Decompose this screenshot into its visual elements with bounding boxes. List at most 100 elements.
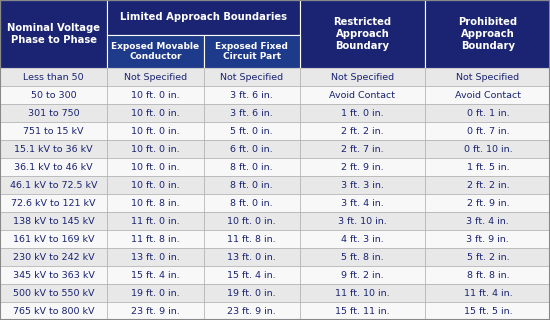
Bar [204,35,300,68]
Bar [425,230,550,248]
Text: 500 kV to 550 kV: 500 kV to 550 kV [13,289,95,298]
Text: 5 ft. 0 in.: 5 ft. 0 in. [230,126,273,135]
Text: 9 ft. 2 in.: 9 ft. 2 in. [341,270,384,279]
Bar [204,68,300,86]
Text: 23 ft. 9 in.: 23 ft. 9 in. [227,307,276,316]
Text: 19 ft. 0 in.: 19 ft. 0 in. [131,289,180,298]
Text: Not Specified: Not Specified [124,73,187,82]
Bar [0,158,107,176]
Bar [204,302,300,320]
Text: 5 ft. 2 in.: 5 ft. 2 in. [466,252,509,261]
Text: 23 ft. 9 in.: 23 ft. 9 in. [131,307,180,316]
Bar [300,176,425,194]
Text: Not Specified: Not Specified [220,73,283,82]
Bar [107,194,204,212]
Text: 3 ft. 10 in.: 3 ft. 10 in. [338,217,387,226]
Bar [300,104,425,122]
Bar [0,86,107,104]
Bar [0,104,107,122]
Bar [300,248,425,266]
Text: 10 ft. 0 in.: 10 ft. 0 in. [131,163,180,172]
Bar [0,0,107,68]
Bar [300,0,425,68]
Text: 2 ft. 9 in.: 2 ft. 9 in. [466,198,509,207]
Text: 4 ft. 3 in.: 4 ft. 3 in. [341,235,384,244]
Bar [300,302,425,320]
Text: Restricted
Approach
Boundary: Restricted Approach Boundary [333,17,392,51]
Bar [107,158,204,176]
Text: 11 ft. 0 in.: 11 ft. 0 in. [131,217,180,226]
Text: 36.1 kV to 46 kV: 36.1 kV to 46 kV [14,163,93,172]
Bar [107,0,300,35]
Text: 19 ft. 0 in.: 19 ft. 0 in. [227,289,276,298]
Bar [204,122,300,140]
Bar [425,176,550,194]
Bar [425,266,550,284]
Bar [107,140,204,158]
Bar [204,158,300,176]
Bar [107,302,204,320]
Bar [107,230,204,248]
Text: Less than 50: Less than 50 [23,73,84,82]
Bar [107,212,204,230]
Text: 8 ft. 0 in.: 8 ft. 0 in. [230,163,273,172]
Bar [425,86,550,104]
Bar [107,68,204,86]
Bar [107,176,204,194]
Text: 15 ft. 11 in.: 15 ft. 11 in. [335,307,390,316]
Text: 10 ft. 0 in.: 10 ft. 0 in. [131,180,180,189]
Text: 8 ft. 8 in.: 8 ft. 8 in. [466,270,509,279]
Bar [300,230,425,248]
Text: 3 ft. 3 in.: 3 ft. 3 in. [341,180,384,189]
Bar [0,302,107,320]
Bar [107,266,204,284]
Text: Avoid Contact: Avoid Contact [455,91,521,100]
Text: Nominal Voltage
Phase to Phase: Nominal Voltage Phase to Phase [7,23,100,45]
Text: Limited Approach Boundaries: Limited Approach Boundaries [120,12,287,22]
Bar [425,194,550,212]
Bar [0,140,107,158]
Bar [0,266,107,284]
Text: 230 kV to 242 kV: 230 kV to 242 kV [13,252,95,261]
Bar [0,284,107,302]
Text: 15.1 kV to 36 kV: 15.1 kV to 36 kV [14,145,93,154]
Text: Prohibited
Approach
Boundary: Prohibited Approach Boundary [458,17,518,51]
Text: 0 ft. 1 in.: 0 ft. 1 in. [466,108,509,117]
Bar [204,176,300,194]
Bar [300,284,425,302]
Text: 10 ft. 8 in.: 10 ft. 8 in. [131,198,180,207]
Text: 345 kV to 363 kV: 345 kV to 363 kV [13,270,95,279]
Bar [425,158,550,176]
Bar [107,86,204,104]
Bar [300,266,425,284]
Text: 3 ft. 6 in.: 3 ft. 6 in. [230,91,273,100]
Text: 3 ft. 4 in.: 3 ft. 4 in. [466,217,509,226]
Text: 13 ft. 0 in.: 13 ft. 0 in. [131,252,180,261]
Bar [300,140,425,158]
Bar [0,194,107,212]
Bar [425,68,550,86]
Bar [0,212,107,230]
Text: 3 ft. 4 in.: 3 ft. 4 in. [341,198,384,207]
Text: 50 to 300: 50 to 300 [31,91,76,100]
Text: 3 ft. 6 in.: 3 ft. 6 in. [230,108,273,117]
Text: 138 kV to 145 kV: 138 kV to 145 kV [13,217,95,226]
Text: Exposed Movable
Conductor: Exposed Movable Conductor [111,42,200,61]
Bar [300,68,425,86]
Bar [300,122,425,140]
Bar [204,230,300,248]
Bar [107,104,204,122]
Text: 10 ft. 0 in.: 10 ft. 0 in. [131,108,180,117]
Text: 1 ft. 0 in.: 1 ft. 0 in. [341,108,384,117]
Text: 6 ft. 0 in.: 6 ft. 0 in. [230,145,273,154]
Text: 2 ft. 2 in.: 2 ft. 2 in. [466,180,509,189]
Bar [425,302,550,320]
Text: 2 ft. 2 in.: 2 ft. 2 in. [341,126,384,135]
Text: Not Specified: Not Specified [331,73,394,82]
Text: 15 ft. 4 in.: 15 ft. 4 in. [227,270,276,279]
Bar [425,140,550,158]
Text: 15 ft. 5 in.: 15 ft. 5 in. [464,307,512,316]
Text: 3 ft. 9 in.: 3 ft. 9 in. [466,235,509,244]
Text: 2 ft. 7 in.: 2 ft. 7 in. [341,145,384,154]
Bar [425,248,550,266]
